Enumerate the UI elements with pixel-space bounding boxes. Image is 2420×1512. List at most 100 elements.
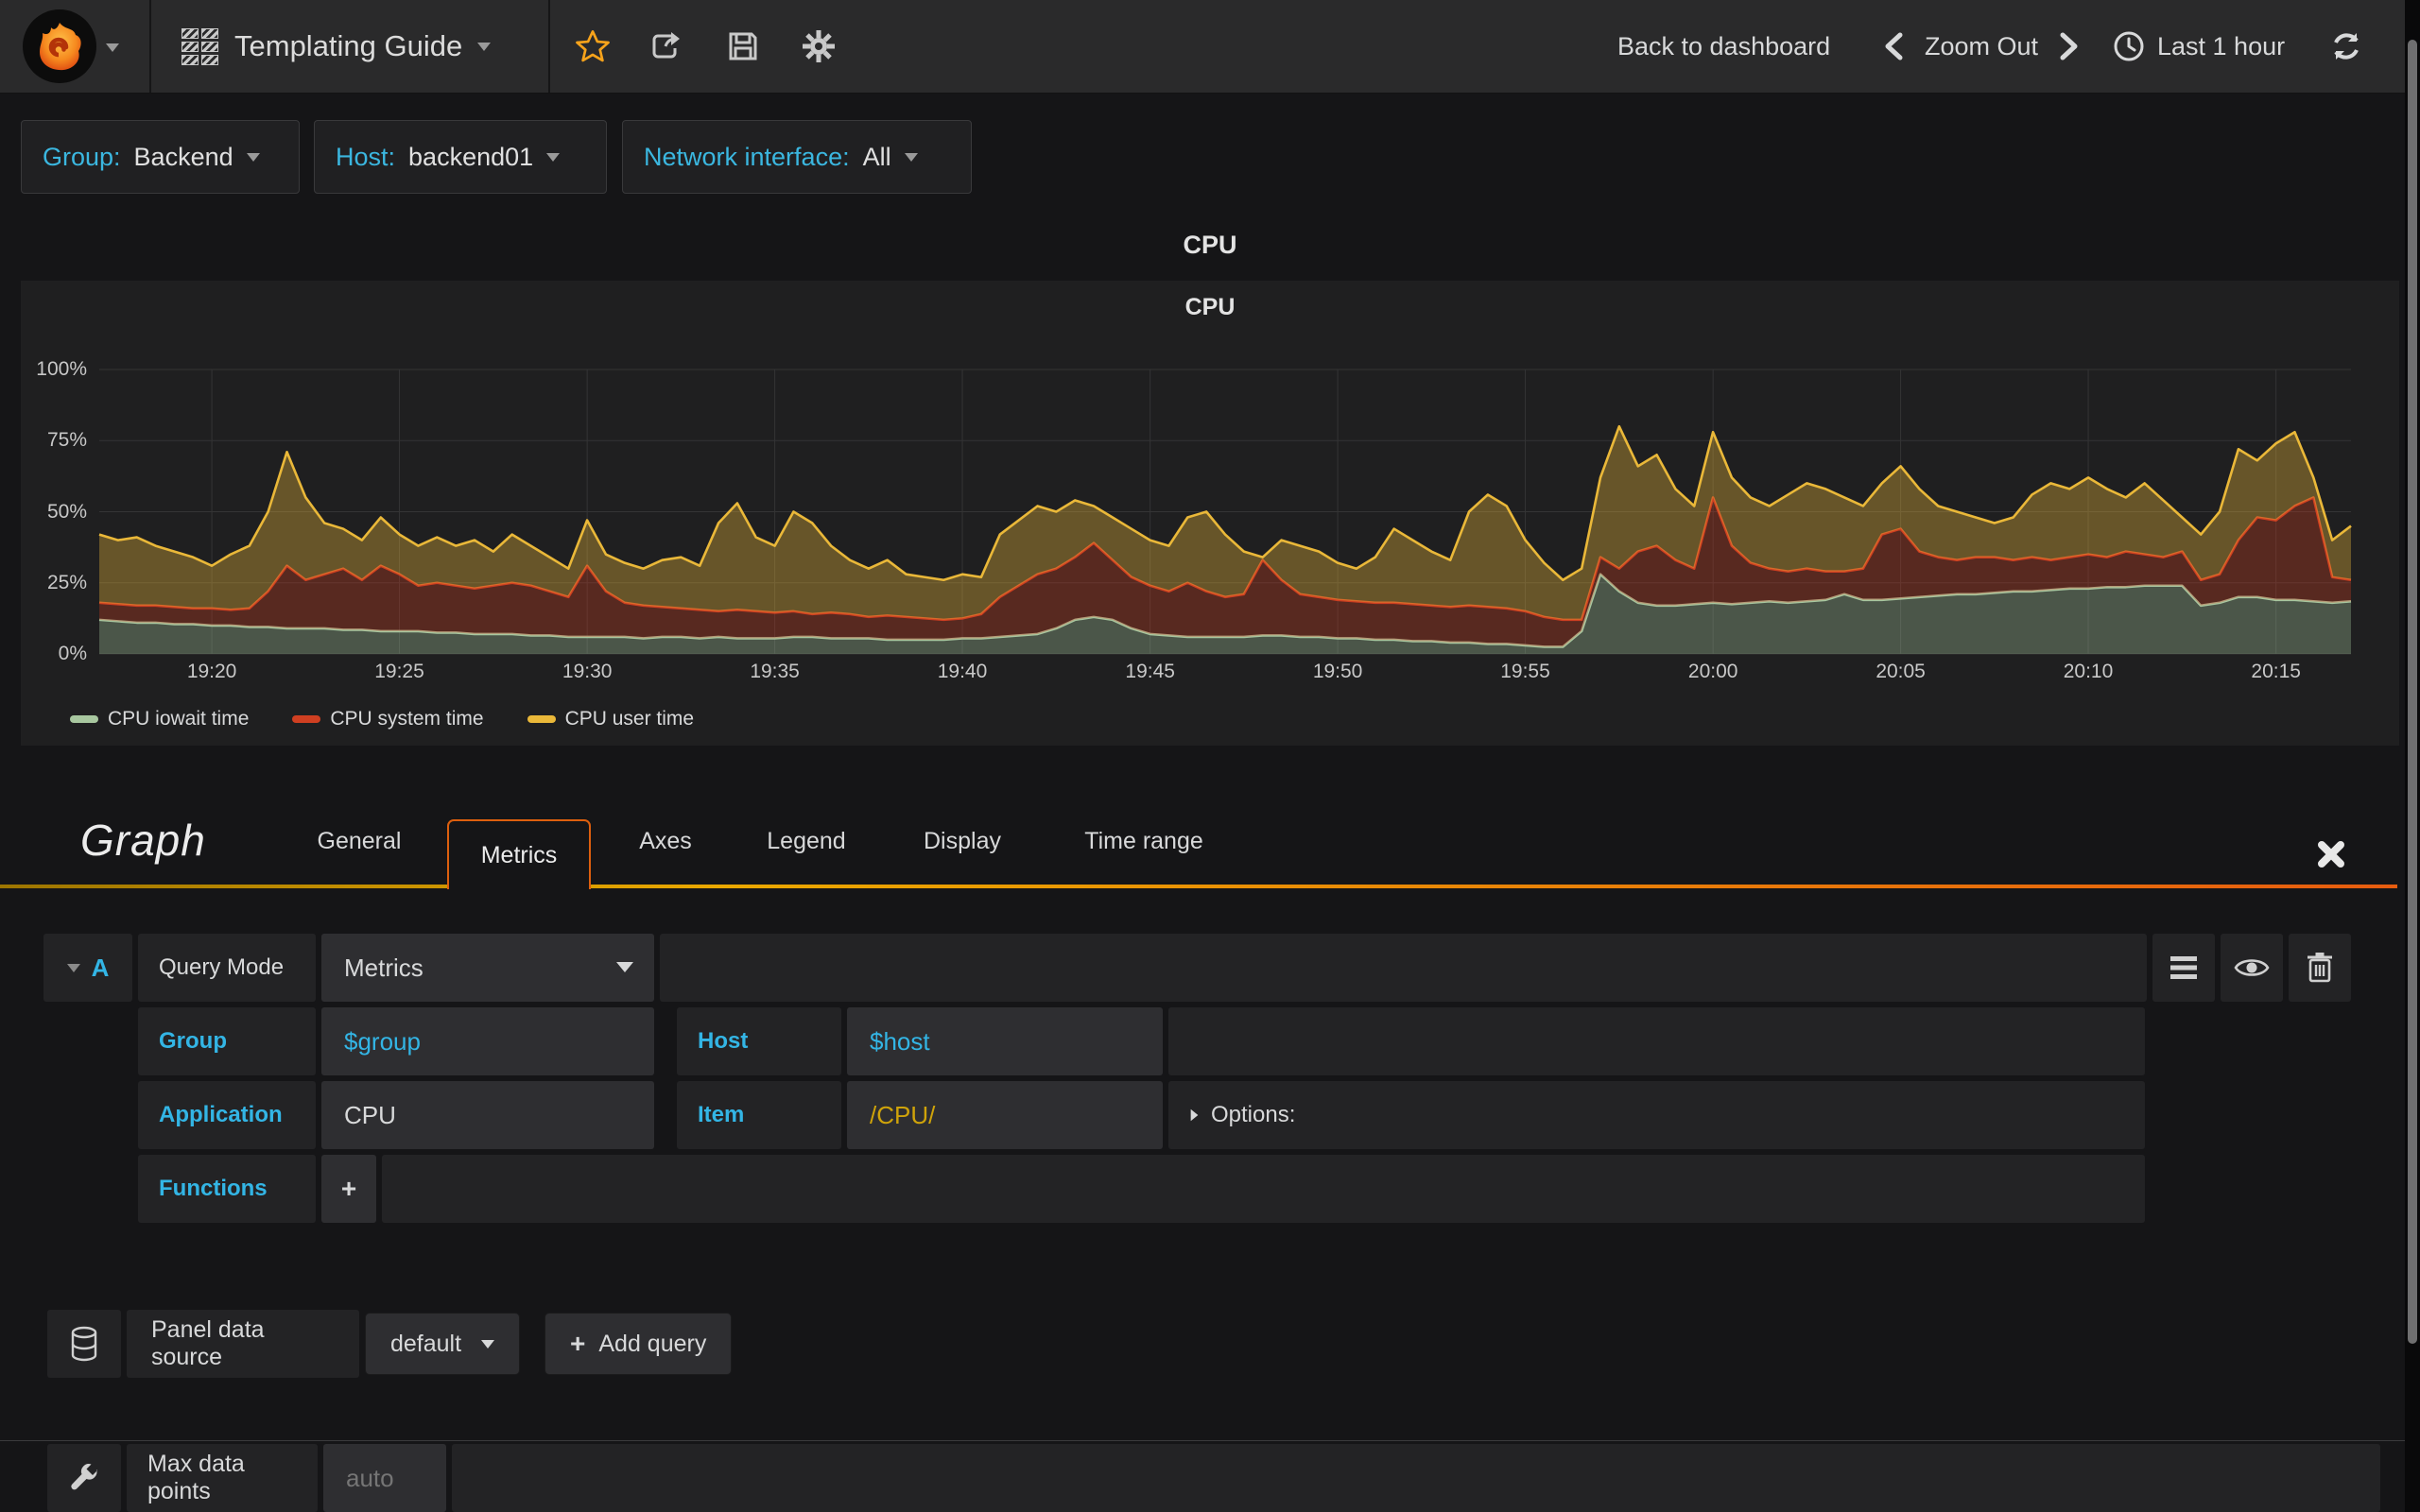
time-range-label: Last 1 hour bbox=[2157, 31, 2286, 60]
functions-label: Functions bbox=[138, 1155, 316, 1223]
tab-general[interactable]: General bbox=[317, 828, 402, 854]
query-row-functions: Functions + bbox=[138, 1155, 2145, 1223]
share-button[interactable] bbox=[647, 0, 684, 93]
query-mode-select-wrap: Metrics bbox=[321, 934, 654, 1002]
options-toggle[interactable]: Options: bbox=[1168, 1081, 2145, 1149]
tab-time-range[interactable]: Time range bbox=[1084, 828, 1203, 854]
save-button[interactable] bbox=[724, 0, 762, 93]
legend-item[interactable]: CPU user time bbox=[527, 708, 694, 730]
time-picker-button[interactable]: Last 1 hour bbox=[2112, 0, 2285, 93]
chevron-down-icon bbox=[546, 152, 561, 162]
dashboard-title-menu[interactable]: Templating Guide bbox=[234, 0, 492, 93]
close-icon bbox=[2318, 841, 2344, 868]
x-axis-tick: 20:05 bbox=[1876, 661, 1926, 682]
chevron-down-icon bbox=[904, 152, 918, 162]
query-row-application-item: Application Item Options: bbox=[138, 1081, 2145, 1149]
save-icon bbox=[729, 32, 757, 60]
time-shift-back-button[interactable] bbox=[1881, 0, 1906, 93]
variable-host-label: Host: bbox=[336, 142, 396, 171]
spacer bbox=[660, 1081, 671, 1149]
row-title: CPU bbox=[1183, 231, 1237, 259]
refresh-button[interactable] bbox=[2327, 0, 2365, 93]
eye-icon bbox=[2234, 959, 2270, 976]
query-row-filler bbox=[1168, 1007, 2145, 1075]
query-row-filler bbox=[660, 934, 2147, 1002]
tab-axes[interactable]: Axes bbox=[639, 828, 692, 854]
query-letter: A bbox=[91, 953, 110, 982]
close-editor-button[interactable] bbox=[2310, 833, 2352, 875]
variable-dropdown-network-interface[interactable]: Network interface: All bbox=[622, 120, 972, 194]
variable-group-value: Backend bbox=[133, 142, 233, 171]
group-field-label: Group bbox=[138, 1007, 316, 1075]
variable-dropdown-host[interactable]: Host: backend01 bbox=[314, 120, 607, 194]
graph-plot-area[interactable] bbox=[21, 281, 2399, 746]
scrollbar-track[interactable] bbox=[2405, 0, 2420, 1512]
legend-item[interactable]: CPU iowait time bbox=[70, 708, 249, 730]
chevron-right-icon bbox=[2060, 32, 2078, 60]
group-field-input[interactable] bbox=[321, 1007, 654, 1075]
x-axis-tick: 19:35 bbox=[750, 661, 800, 682]
collapse-caret-icon bbox=[66, 963, 80, 972]
variable-dropdown-group[interactable]: Group: Backend bbox=[21, 120, 300, 194]
query-row-a: A Query Mode Metrics bbox=[43, 934, 2351, 1002]
legend-swatch bbox=[292, 715, 321, 723]
time-shift-forward-button[interactable] bbox=[2057, 0, 2082, 93]
chevron-down-icon bbox=[481, 1339, 494, 1349]
tab-legend[interactable]: Legend bbox=[767, 828, 846, 854]
query-menu-button[interactable] bbox=[2152, 934, 2215, 1002]
tab-display[interactable]: Display bbox=[924, 828, 1001, 854]
chevron-left-icon bbox=[1885, 32, 1903, 60]
options-label: Options: bbox=[1211, 1102, 1296, 1127]
x-axis-tick: 19:25 bbox=[374, 661, 424, 682]
application-field-input[interactable] bbox=[321, 1081, 654, 1149]
host-field-label: Host bbox=[677, 1007, 841, 1075]
trash-icon bbox=[2308, 953, 2332, 983]
datasource-select[interactable]: default bbox=[365, 1313, 520, 1375]
query-row-filler bbox=[382, 1155, 2145, 1223]
back-to-dashboard-label: Back to dashboard bbox=[1617, 31, 1831, 60]
tab-metrics[interactable]: Metrics bbox=[447, 819, 591, 889]
share-icon bbox=[652, 32, 680, 59]
add-query-button[interactable]: + Add query bbox=[544, 1313, 733, 1375]
y-axis-tick: 50% bbox=[46, 500, 87, 523]
legend-label: CPU system time bbox=[330, 708, 484, 730]
item-field-input[interactable] bbox=[847, 1081, 1163, 1149]
database-icon bbox=[71, 1326, 97, 1362]
grafana-logo[interactable] bbox=[23, 9, 96, 83]
variable-netif-value: All bbox=[862, 142, 891, 171]
settings-button[interactable] bbox=[800, 0, 838, 93]
spacer bbox=[660, 1007, 671, 1075]
query-toggle-visibility-button[interactable] bbox=[2221, 934, 2283, 1002]
host-field-input[interactable] bbox=[847, 1007, 1163, 1075]
tab-underline bbox=[0, 885, 2397, 888]
y-axis-tick: 25% bbox=[46, 571, 87, 593]
x-axis-tick: 19:30 bbox=[562, 661, 613, 682]
zoom-out-button[interactable]: Zoom Out bbox=[1925, 0, 2038, 93]
panel-title[interactable]: CPU bbox=[1184, 294, 1236, 320]
x-axis-tick: 19:55 bbox=[1500, 661, 1550, 682]
y-axis-tick: 0% bbox=[58, 643, 87, 664]
navbar: Templating Guide bbox=[0, 0, 2420, 94]
dashboard-title: Templating Guide bbox=[234, 29, 463, 62]
star-button[interactable] bbox=[575, 0, 611, 93]
back-to-dashboard-button[interactable]: Back to dashboard bbox=[1617, 0, 1830, 93]
graph-panel: CPU 0% 25% 50% 75% 100% 19:20 19:25 19:30 19:35… bbox=[21, 281, 2399, 746]
add-function-button[interactable]: + bbox=[321, 1155, 376, 1223]
max-data-points-input[interactable] bbox=[323, 1444, 446, 1512]
logo-menu-caret-icon[interactable] bbox=[106, 43, 119, 52]
legend-swatch bbox=[527, 715, 556, 723]
x-axis-tick: 19:40 bbox=[937, 661, 988, 682]
query-collapse-toggle[interactable]: A bbox=[43, 934, 132, 1002]
query-delete-button[interactable] bbox=[2289, 934, 2351, 1002]
scrollbar-thumb[interactable] bbox=[2408, 40, 2417, 1344]
wrench-icon-cell bbox=[47, 1444, 121, 1512]
dashboard-grid-icon bbox=[182, 28, 221, 66]
grafana-flame-icon bbox=[40, 23, 81, 71]
refresh-icon bbox=[2334, 33, 2359, 60]
add-query-label: Add query bbox=[598, 1330, 707, 1357]
query-mode-select[interactable]: Metrics bbox=[321, 934, 654, 1002]
datasource-icon-cell bbox=[47, 1310, 121, 1378]
variable-host-value: backend01 bbox=[408, 142, 534, 171]
legend-item[interactable]: CPU system time bbox=[292, 708, 484, 730]
legend-swatch bbox=[70, 715, 98, 723]
